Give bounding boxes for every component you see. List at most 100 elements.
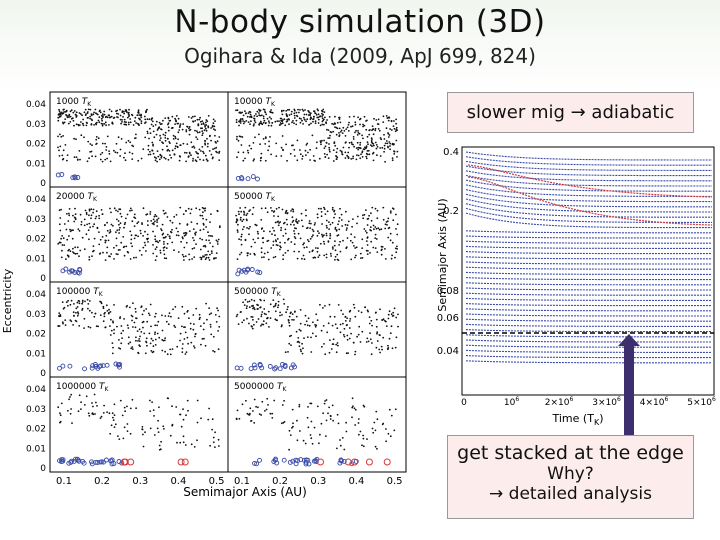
scatter-point [205,218,208,221]
scatter-point [352,155,355,158]
scatter-point [268,116,271,118]
planet-track [465,313,713,317]
scatter-point [68,235,70,237]
ecc-xtick: 0.2 [272,476,288,487]
scatter-point [102,320,105,323]
scatter-point [146,220,149,222]
scatter-point [366,135,369,138]
scatter-point [257,237,259,240]
scatter-point [343,448,346,451]
scatter-point [313,115,315,118]
scatter-point [317,256,320,258]
scatter-point [165,320,168,323]
scatter-point [281,122,284,125]
scatter-point [154,338,157,341]
scatter-point [117,210,119,213]
scatter-point [193,239,195,242]
scatter-point [384,223,387,226]
scatter-point [113,328,115,331]
scatter-point [157,241,160,244]
scatter-point [169,142,171,144]
scatter-point [296,139,299,142]
scatter-point [334,258,336,261]
scatter-point [89,151,91,153]
scatter-point [213,125,216,128]
planet-track [465,349,713,353]
scatter-point [67,299,69,302]
scatter-point [286,120,289,122]
scatter-point [348,116,351,118]
scatter-point [199,214,202,217]
scatter-point [338,127,341,130]
scatter-point [304,314,307,317]
scatter-point [287,351,289,353]
scatter-point [198,148,201,151]
scatter-point [307,114,310,116]
scatter-point [145,250,147,252]
scatter-point [240,239,243,241]
scatter-point [334,115,336,118]
scatter-point [135,256,138,259]
right-ylabel: Semimajor Axis (AU) [436,198,449,311]
scatter-point [274,318,277,321]
scatter-point [248,306,251,309]
migration-frame [461,146,715,396]
scatter-point [81,309,83,311]
ecc-panel [227,281,407,378]
scatter-point [282,258,284,261]
scatter-point [312,230,315,233]
scatter-point [329,233,332,235]
scatter-point [184,255,187,257]
scatter-point [317,113,320,116]
scatter-point [93,124,95,126]
scatter-point [348,327,351,329]
scatter-point [79,213,82,216]
scatter-point [176,441,178,444]
scatter-point [106,116,109,119]
scatter-point [167,123,169,126]
scatter-point [322,108,325,111]
scatter-point [153,223,155,226]
scatter-point [320,422,323,425]
scatter-point [142,445,145,448]
scatter-point [238,120,241,123]
scatter-point [292,210,295,213]
scatter-point [171,241,174,244]
scatter-point [91,155,93,158]
scatter-point [182,441,185,444]
scatter-point [126,324,129,327]
migration-ytick: 0.4 [443,147,459,158]
scatter-point [102,305,105,308]
scatter-point [394,408,397,411]
scatter-point [165,257,168,260]
scatter-point [390,119,393,122]
planet-track [465,151,713,161]
scatter-point [187,156,190,158]
scatter-point [366,218,369,220]
scatter-point [123,226,125,229]
panel-time-label: 100000 TK [56,287,104,298]
scatter-point [129,230,132,233]
scatter-point [241,321,244,324]
scatter-point [182,435,185,438]
scatter-point [168,235,171,238]
scatter-point [174,137,177,140]
scatter-point [272,211,275,213]
scatter-point [354,315,357,318]
scatter-point [163,156,166,159]
scatter-point [397,313,399,316]
scatter-point [336,147,339,150]
scatter-point [164,315,167,317]
scatter-point [116,253,119,256]
scatter-point [306,142,309,145]
scatter-point [91,311,93,314]
scatter-point [291,427,293,429]
scatter-point [374,445,377,448]
scatter-point [332,160,335,162]
scatter-point [185,414,187,417]
scatter-point [153,136,156,139]
scatter-point [269,317,272,319]
ecc-ytick: 0.02 [26,330,46,340]
scatter-point [132,302,134,305]
scatter-point [316,405,319,408]
